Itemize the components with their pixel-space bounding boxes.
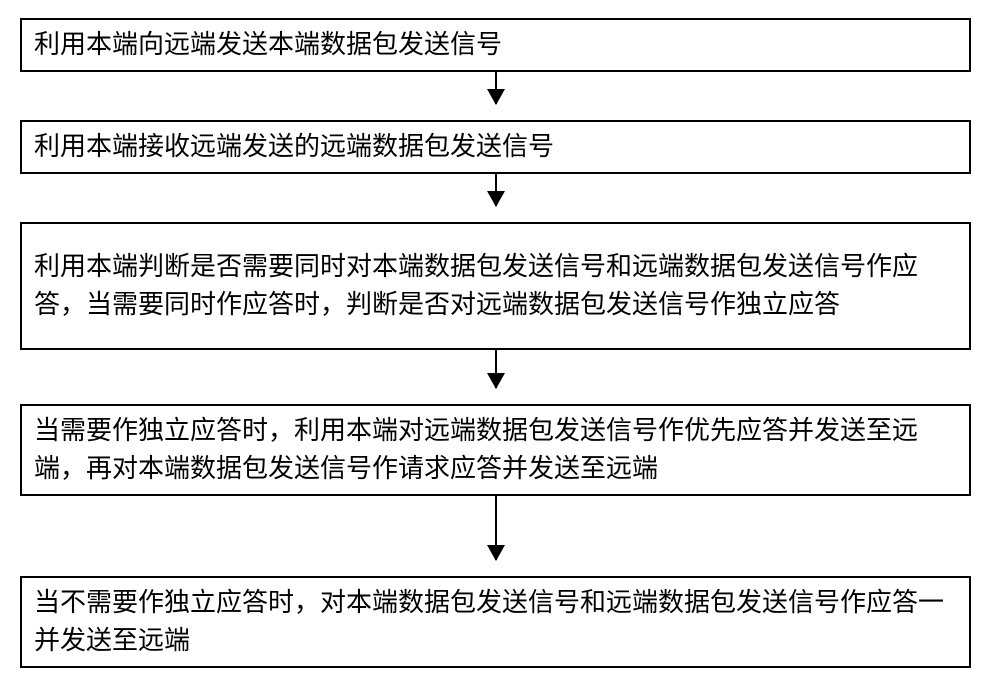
flow-step-2: 利用本端接收远端发送的远端数据包发送信号 [20, 120, 971, 174]
flowchart-container: 利用本端向远端发送本端数据包发送信号 利用本端接收远端发送的远端数据包发送信号 … [0, 0, 1000, 696]
flow-step-2-text: 利用本端接收远端发送的远端数据包发送信号 [34, 128, 554, 166]
flow-step-4-text: 当需要作独立应答时，利用本端对远端数据包发送信号作优先应答并发送至远端，再对本端… [34, 412, 957, 487]
flow-step-1-text: 利用本端向远端发送本端数据包发送信号 [34, 26, 502, 64]
flow-step-5-text: 当不需要作独立应答时，对本端数据包发送信号和远端数据包发送信号作应答一并发送至远… [34, 584, 957, 659]
flow-step-3-text: 利用本端判断是否需要同时对本端数据包发送信号和远端数据包发送信号作应答，当需要同… [34, 248, 957, 323]
flow-step-1: 利用本端向远端发送本端数据包发送信号 [20, 18, 971, 72]
flow-step-5: 当不需要作独立应答时，对本端数据包发送信号和远端数据包发送信号作应答一并发送至远… [20, 576, 971, 668]
arrow-1-2 [495, 72, 497, 104]
flow-step-3: 利用本端判断是否需要同时对本端数据包发送信号和远端数据包发送信号作应答，当需要同… [20, 222, 971, 350]
flow-step-4: 当需要作独立应答时，利用本端对远端数据包发送信号作优先应答并发送至远端，再对本端… [20, 404, 971, 496]
arrow-3-4 [495, 350, 497, 388]
arrow-2-3 [495, 174, 497, 206]
arrow-4-5 [495, 496, 497, 560]
